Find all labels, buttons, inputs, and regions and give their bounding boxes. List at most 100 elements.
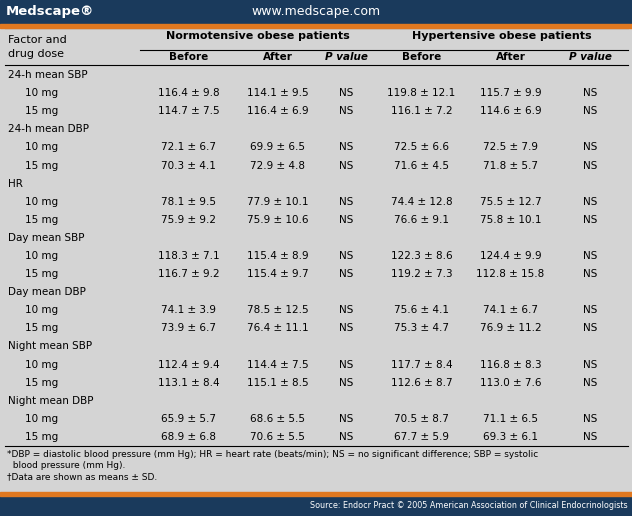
Text: 117.7 ± 8.4: 117.7 ± 8.4 [391, 360, 453, 369]
Text: 78.1 ± 9.5: 78.1 ± 9.5 [161, 197, 216, 207]
Text: 10 mg: 10 mg [25, 197, 58, 207]
Text: NS: NS [339, 215, 354, 225]
Text: NS: NS [583, 414, 598, 424]
Text: 115.7 ± 9.9: 115.7 ± 9.9 [480, 88, 542, 98]
Text: NS: NS [339, 360, 354, 369]
Text: 70.5 ± 8.7: 70.5 ± 8.7 [394, 414, 449, 424]
Text: 10 mg: 10 mg [25, 305, 58, 315]
Text: 75.9 ± 10.6: 75.9 ± 10.6 [246, 215, 308, 225]
Text: 15 mg: 15 mg [25, 269, 58, 279]
Text: NS: NS [339, 269, 354, 279]
Text: NS: NS [339, 378, 354, 388]
Text: NS: NS [583, 378, 598, 388]
Text: 116.8 ± 8.3: 116.8 ± 8.3 [480, 360, 542, 369]
Text: 75.9 ± 9.2: 75.9 ± 9.2 [161, 215, 216, 225]
Text: Day mean SBP: Day mean SBP [8, 233, 85, 243]
Text: 119.2 ± 7.3: 119.2 ± 7.3 [391, 269, 453, 279]
Text: 73.9 ± 6.7: 73.9 ± 6.7 [161, 324, 216, 333]
Text: NS: NS [583, 269, 598, 279]
Text: NS: NS [339, 432, 354, 442]
Text: 72.1 ± 6.7: 72.1 ± 6.7 [161, 142, 216, 152]
Text: 10 mg: 10 mg [25, 414, 58, 424]
Text: *DBP = diastolic blood pressure (mm Hg); HR = heart rate (beats/min); NS = no si: *DBP = diastolic blood pressure (mm Hg);… [7, 450, 538, 459]
Text: Source: Endocr Pract © 2005 American Association of Clinical Endocrinologists: Source: Endocr Pract © 2005 American Ass… [310, 502, 628, 510]
Text: P value: P value [569, 52, 612, 62]
Text: 15 mg: 15 mg [25, 324, 58, 333]
Text: 76.6 ± 9.1: 76.6 ± 9.1 [394, 215, 449, 225]
Text: NS: NS [583, 215, 598, 225]
Text: After: After [495, 52, 525, 62]
Text: 68.9 ± 6.8: 68.9 ± 6.8 [161, 432, 216, 442]
Text: 70.3 ± 4.1: 70.3 ± 4.1 [161, 160, 216, 170]
Text: NS: NS [339, 251, 354, 261]
Bar [0, 24, 632, 28]
Bar [0, 492, 632, 496]
Text: After: After [262, 52, 293, 62]
Text: 68.6 ± 5.5: 68.6 ± 5.5 [250, 414, 305, 424]
Text: Day mean DBP: Day mean DBP [8, 287, 86, 297]
Text: NS: NS [339, 305, 354, 315]
Text: NS: NS [339, 142, 354, 152]
Text: Hypertensive obese patients: Hypertensive obese patients [411, 31, 592, 41]
Text: 71.6 ± 4.5: 71.6 ± 4.5 [394, 160, 449, 170]
Text: 76.9 ± 11.2: 76.9 ± 11.2 [480, 324, 542, 333]
Text: NS: NS [583, 106, 598, 116]
Text: 15 mg: 15 mg [25, 106, 58, 116]
Text: 75.3 ± 4.7: 75.3 ± 4.7 [394, 324, 449, 333]
Text: 115.4 ± 9.7: 115.4 ± 9.7 [246, 269, 308, 279]
Text: www.medscape.com: www.medscape.com [252, 6, 380, 19]
Bar [0, 0, 632, 24]
Text: 115.1 ± 8.5: 115.1 ± 8.5 [246, 378, 308, 388]
Text: Night mean SBP: Night mean SBP [8, 342, 92, 351]
Text: 114.6 ± 6.9: 114.6 ± 6.9 [480, 106, 542, 116]
Text: 74.1 ± 6.7: 74.1 ± 6.7 [483, 305, 538, 315]
Text: 114.7 ± 7.5: 114.7 ± 7.5 [158, 106, 219, 116]
Text: Factor and
drug dose: Factor and drug dose [8, 35, 67, 59]
Bar [0, 496, 632, 516]
Text: 65.9 ± 5.7: 65.9 ± 5.7 [161, 414, 216, 424]
Text: NS: NS [583, 251, 598, 261]
Text: NS: NS [339, 106, 354, 116]
Text: 15 mg: 15 mg [25, 378, 58, 388]
Text: 10 mg: 10 mg [25, 251, 58, 261]
Text: Before: Before [169, 52, 208, 62]
Text: 71.1 ± 6.5: 71.1 ± 6.5 [483, 414, 538, 424]
Text: 69.9 ± 6.5: 69.9 ± 6.5 [250, 142, 305, 152]
Text: NS: NS [583, 305, 598, 315]
Text: 69.3 ± 6.1: 69.3 ± 6.1 [483, 432, 538, 442]
Text: 72.5 ± 7.9: 72.5 ± 7.9 [483, 142, 538, 152]
Text: NS: NS [339, 88, 354, 98]
Text: 76.4 ± 11.1: 76.4 ± 11.1 [246, 324, 308, 333]
Text: 77.9 ± 10.1: 77.9 ± 10.1 [246, 197, 308, 207]
Text: 75.5 ± 12.7: 75.5 ± 12.7 [480, 197, 542, 207]
Text: 72.9 ± 4.8: 72.9 ± 4.8 [250, 160, 305, 170]
Text: 114.1 ± 9.5: 114.1 ± 9.5 [246, 88, 308, 98]
Text: 119.8 ± 12.1: 119.8 ± 12.1 [387, 88, 456, 98]
Text: 74.1 ± 3.9: 74.1 ± 3.9 [161, 305, 216, 315]
Text: 75.6 ± 4.1: 75.6 ± 4.1 [394, 305, 449, 315]
Text: 122.3 ± 8.6: 122.3 ± 8.6 [391, 251, 453, 261]
Text: HR: HR [8, 179, 23, 189]
Text: P value: P value [325, 52, 368, 62]
Text: 74.4 ± 12.8: 74.4 ± 12.8 [391, 197, 453, 207]
Text: 114.4 ± 7.5: 114.4 ± 7.5 [246, 360, 308, 369]
Text: Before: Before [402, 52, 441, 62]
Text: NS: NS [583, 324, 598, 333]
Text: 10 mg: 10 mg [25, 142, 58, 152]
Text: 116.4 ± 9.8: 116.4 ± 9.8 [158, 88, 219, 98]
Text: 116.7 ± 9.2: 116.7 ± 9.2 [158, 269, 219, 279]
Text: NS: NS [583, 432, 598, 442]
Text: blood pressure (mm Hg).: blood pressure (mm Hg). [7, 461, 125, 470]
Text: 112.6 ± 8.7: 112.6 ± 8.7 [391, 378, 453, 388]
Text: 78.5 ± 12.5: 78.5 ± 12.5 [246, 305, 308, 315]
Text: 15 mg: 15 mg [25, 160, 58, 170]
Text: NS: NS [583, 142, 598, 152]
Text: 113.0 ± 7.6: 113.0 ± 7.6 [480, 378, 541, 388]
Text: Medscape®: Medscape® [6, 6, 94, 19]
Text: Normotensive obese patients: Normotensive obese patients [166, 31, 349, 41]
Text: 70.6 ± 5.5: 70.6 ± 5.5 [250, 432, 305, 442]
Text: 112.8 ± 15.8: 112.8 ± 15.8 [477, 269, 545, 279]
Text: 116.4 ± 6.9: 116.4 ± 6.9 [246, 106, 308, 116]
Text: NS: NS [339, 160, 354, 170]
Text: 71.8 ± 5.7: 71.8 ± 5.7 [483, 160, 538, 170]
